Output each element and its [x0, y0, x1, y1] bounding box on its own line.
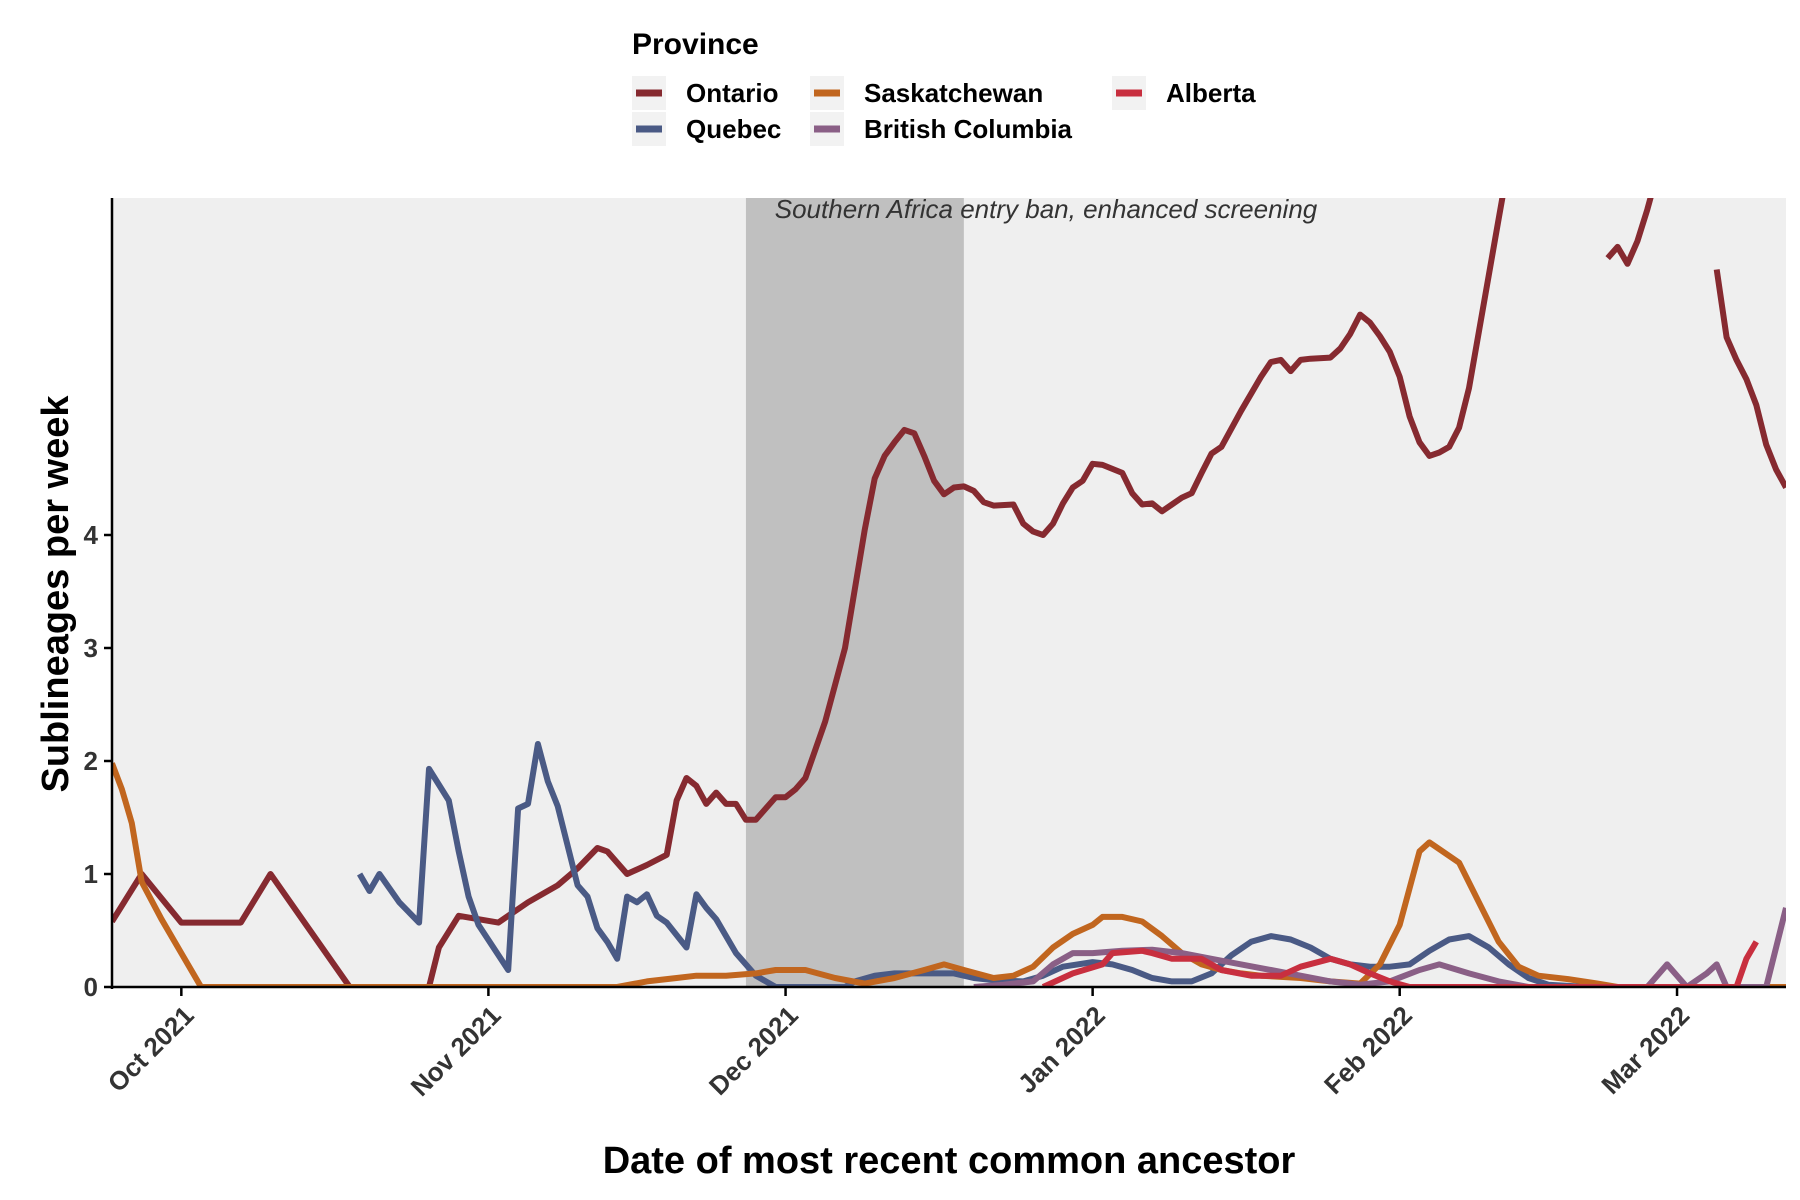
- x-tick-label: Nov 2021: [405, 1000, 507, 1102]
- y-axis-title: Sublineages per week: [35, 395, 77, 793]
- x-tick-label: Mar 2022: [1595, 1000, 1695, 1100]
- series-line-ontario: [1713, 269, 1786, 489]
- x-tick-label: Dec 2021: [703, 1000, 804, 1101]
- series-line-saskatchewan: [112, 762, 1786, 988]
- legend-label-quebec: Quebec: [686, 114, 781, 144]
- y-axis-ticks: 0 1 2 3 4: [84, 520, 112, 1002]
- y-tick-label: 3: [84, 633, 98, 663]
- y-tick-label: 2: [84, 746, 98, 776]
- x-tick-label: Oct 2021: [102, 1000, 200, 1098]
- x-axis-ticks: Oct 2021 Nov 2021 Dec 2021 Jan 2022 Feb 2022…: [102, 987, 1695, 1102]
- legend-label-saskatchewan: Saskatchewan: [864, 78, 1043, 108]
- y-tick-label: 4: [84, 520, 99, 550]
- legend-label-alberta: Alberta: [1166, 78, 1256, 108]
- x-tick-label: Jan 2022: [1012, 1000, 1111, 1099]
- legend-title: Province: [632, 28, 759, 61]
- legend-label-british-columbia: British Columbia: [864, 114, 1073, 144]
- series-line-ontario: [112, 198, 1506, 988]
- legend: Province Ontario Quebec Saskatchewan Britis…: [632, 28, 1256, 146]
- legend-items: Ontario Quebec Saskatchewan British Columbi…: [632, 76, 1256, 146]
- y-tick-label: 1: [84, 859, 98, 889]
- y-tick-label: 0: [84, 972, 98, 1002]
- series-lines: [112, 198, 1786, 988]
- legend-label-ontario: Ontario: [686, 78, 778, 108]
- shaded-period-label: Southern Africa entry ban, enhanced scre…: [775, 194, 1318, 224]
- x-axis-title: Date of most recent common ancestor: [603, 1140, 1296, 1182]
- series-line-quebec: [357, 741, 1786, 988]
- x-tick-label: Feb 2022: [1318, 1000, 1418, 1100]
- series-line-ontario: [1605, 198, 1654, 267]
